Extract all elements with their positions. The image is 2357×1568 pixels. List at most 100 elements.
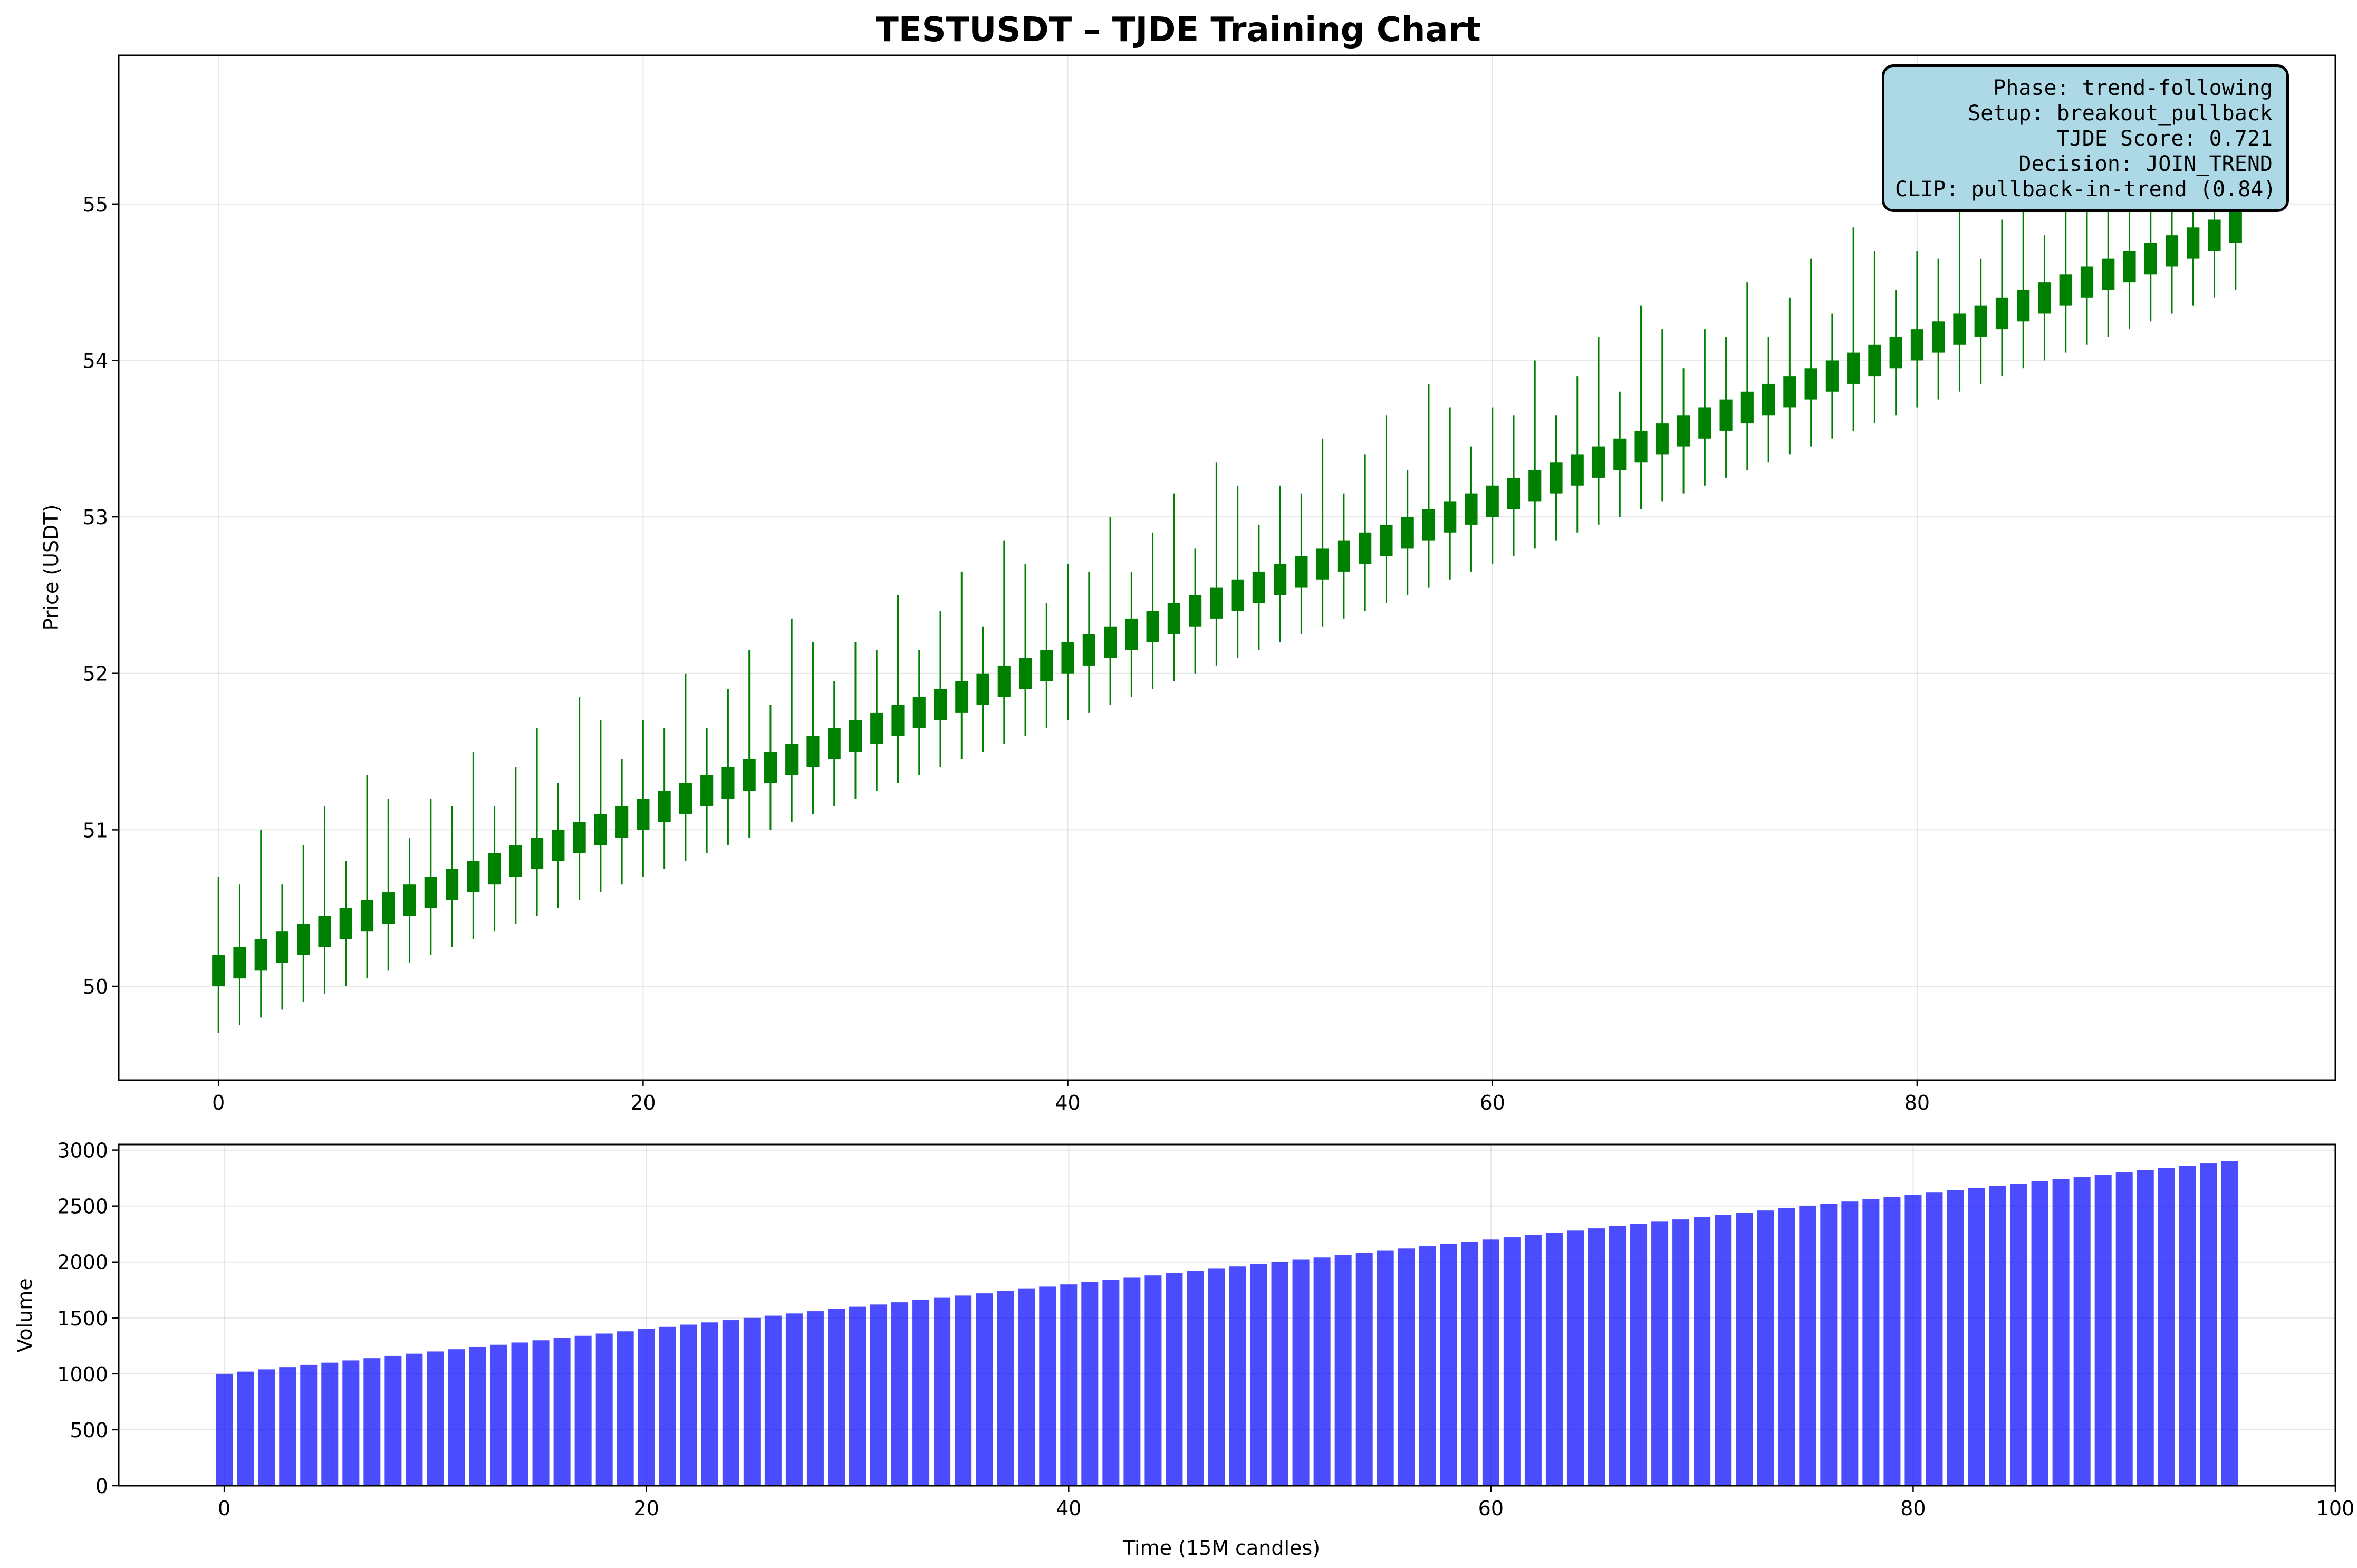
candle-body [2208, 219, 2221, 251]
candle-body [700, 775, 714, 806]
candle-body [1359, 532, 1372, 564]
candle-body [764, 752, 777, 783]
candle-body [1740, 391, 1754, 424]
volume-bar [1968, 1188, 1985, 1486]
candle-body [1146, 611, 1159, 642]
candle-body [1783, 376, 1796, 408]
candle-body [233, 947, 246, 979]
candle-body [679, 783, 692, 814]
candle-body [1656, 423, 1669, 455]
volume-x-tick-label: 60 [1478, 1497, 1504, 1520]
volume-bar [2137, 1170, 2154, 1486]
candle-body [445, 869, 459, 900]
volume-bar [2094, 1175, 2112, 1486]
volume-x-tick-label: 80 [1900, 1497, 1926, 1520]
price-y-tick-label: 54 [83, 349, 108, 372]
volume-bar [1778, 1208, 1795, 1486]
candle-body [1889, 336, 1902, 369]
candle-body [934, 689, 947, 720]
candle-body [212, 955, 225, 987]
candle-body [1698, 407, 1711, 439]
volume-bar [279, 1367, 296, 1486]
volume-bar [490, 1344, 507, 1486]
candle-body [637, 799, 650, 830]
candle-body [424, 877, 437, 908]
volume-bar [363, 1358, 381, 1486]
volume-y-tick-label: 1500 [57, 1307, 108, 1330]
candle-body [318, 916, 331, 947]
volume-bar [828, 1309, 845, 1486]
volume-y-tick-label: 0 [95, 1475, 108, 1498]
candle-body [360, 900, 374, 932]
volume-bar [806, 1311, 824, 1486]
volume-bar [2073, 1177, 2091, 1486]
volume-bar [912, 1300, 930, 1486]
candle-body [1974, 305, 1987, 337]
candle-body [1104, 626, 1117, 658]
candle-body [976, 673, 989, 705]
candle-body [1189, 595, 1202, 627]
volume-chart-panel: 0 20 40 60 80 100 0 500 1000 1500 2000 2500 3000 Vo… [13, 1139, 2354, 1560]
volume-bar [1757, 1210, 1774, 1486]
candle-body [1231, 579, 1244, 611]
volume-bar [574, 1335, 592, 1486]
volume-bar [511, 1342, 528, 1486]
volume-bar [1144, 1275, 1162, 1486]
volume-bar [1799, 1206, 1816, 1486]
volume-bar [1039, 1286, 1056, 1486]
volume-bar [1736, 1213, 1753, 1486]
candle-body [1444, 501, 1457, 533]
volume-bar [2010, 1184, 2027, 1486]
volume-bar [764, 1315, 782, 1486]
candle-body [1337, 540, 1350, 572]
candle-body [1910, 329, 1923, 361]
candle-body [1040, 650, 1053, 681]
volume-bar [300, 1364, 318, 1486]
price-x-tick-label: 20 [630, 1091, 656, 1114]
volume-bar [680, 1324, 697, 1486]
phase-text: Phase: trend-following [1993, 76, 2273, 100]
candle-body [1528, 470, 1542, 502]
volume-bar [384, 1355, 402, 1486]
candle-body [1613, 438, 1627, 470]
candle-body [1401, 517, 1414, 549]
candle-body [615, 806, 629, 838]
candle-body [785, 744, 799, 775]
volume-bar [1883, 1197, 1901, 1486]
volume-bar [1102, 1280, 1120, 1486]
volume-bar [659, 1326, 676, 1486]
chart-title: TESTUSDT – TJDE Training Chart [876, 11, 1480, 50]
candle-body [1571, 454, 1584, 486]
candle-body [2165, 235, 2179, 267]
candle-body [382, 892, 395, 924]
volume-bar [1271, 1262, 1288, 1486]
volume-bar [216, 1373, 233, 1486]
candle-body [1932, 321, 1945, 353]
candle-body [2144, 243, 2157, 275]
volume-y-tick-label: 1000 [57, 1363, 108, 1386]
candle-body [552, 830, 565, 861]
volume-bar [891, 1302, 909, 1486]
volume-bar [237, 1371, 254, 1486]
candle-body [2229, 211, 2242, 243]
volume-bar [1989, 1186, 2006, 1486]
volume-bar [1187, 1271, 1204, 1486]
candle-body [1847, 352, 1860, 384]
volume-axes-frame [118, 1143, 2336, 1487]
candle-body [1868, 344, 1881, 377]
volume-bar [1060, 1284, 1078, 1486]
candle-body [1167, 603, 1180, 634]
volume-bar [1904, 1195, 1922, 1486]
candle-body [2059, 274, 2072, 306]
candle-body [1316, 548, 1329, 580]
volume-bar [1081, 1282, 1099, 1486]
decision-text: Decision: JOIN_TREND [2018, 152, 2273, 176]
candle-body [1804, 368, 1817, 400]
volume-bar [1018, 1288, 1035, 1486]
volume-bar [934, 1297, 951, 1486]
volume-bar [1715, 1215, 1732, 1486]
candle-body [1762, 383, 1775, 416]
clip-text: CLIP: pullback-in-trend (0.84) [1895, 177, 2276, 201]
volume-bar [955, 1295, 972, 1486]
